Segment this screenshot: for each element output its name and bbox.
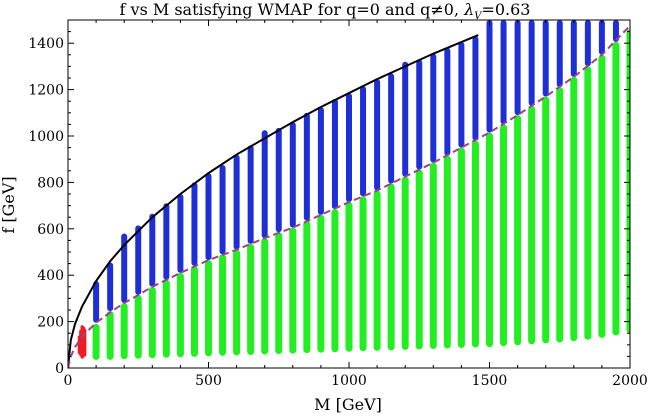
blue-band-mark-850 <box>303 112 310 221</box>
y-tick-label-1200: 1200 <box>28 83 64 99</box>
blue-band-mark-1600 <box>514 20 521 116</box>
blue-band-mark-450 <box>191 182 198 266</box>
green-band-mark-750 <box>275 232 283 355</box>
blue-band-mark-1550 <box>500 20 507 125</box>
blue-band-mark-800 <box>289 122 296 228</box>
green-band-mark-700 <box>261 238 269 355</box>
x-tick-label-1000: 1000 <box>331 373 367 389</box>
upper-boundary-curve <box>68 34 479 368</box>
y-tick-label-0: 0 <box>55 361 64 377</box>
blue-band-mark-1850 <box>584 20 591 67</box>
green-band-mark-1150 <box>387 183 395 351</box>
green-band-mark-100 <box>92 323 100 360</box>
green-band-mark-1700 <box>542 96 550 344</box>
green-band-mark-1750 <box>556 87 564 343</box>
blue-band-mark-1200 <box>402 61 409 177</box>
blue-band-mark-1050 <box>360 86 367 197</box>
blue-band-mark-1650 <box>528 20 535 106</box>
green-band-mark-1400 <box>457 147 465 349</box>
green-band-mark-1000 <box>345 202 353 352</box>
y-tick-label-1000: 1000 <box>28 129 64 145</box>
y-tick-label-600: 600 <box>37 222 64 238</box>
green-band-mark-650 <box>247 243 255 356</box>
green-band-mark-450 <box>190 265 198 357</box>
green-band-mark-300 <box>148 286 156 359</box>
blue-band-mark-200 <box>121 233 128 304</box>
blue-band-mark-1250 <box>416 59 423 170</box>
green-band-mark-500 <box>205 260 212 357</box>
blue-band-mark-1100 <box>374 79 381 191</box>
blue-band-mark-1000 <box>346 93 352 203</box>
blue-band-mark-600 <box>233 154 240 250</box>
green-band-mark-950 <box>331 209 339 353</box>
green-band-mark-1350 <box>443 155 451 349</box>
blue-band-mark-1900 <box>598 20 605 55</box>
green-band-mark-250 <box>134 294 142 359</box>
blue-band-mark-550 <box>219 165 226 255</box>
y-tick-label-400: 400 <box>37 268 64 284</box>
green-band-mark-800 <box>289 227 297 354</box>
x-tick-label-0: 0 <box>64 373 73 389</box>
green-band-mark-2000 <box>626 29 630 334</box>
blue-band-mark-1800 <box>570 20 577 77</box>
green-band-mark-900 <box>317 214 325 353</box>
plot-area: 0 500 1000 1500 2000 0 200 400 600 800 1000 1200 140… <box>28 19 648 389</box>
y-tick-label-200: 200 <box>37 315 64 331</box>
green-band-mark-850 <box>303 220 311 354</box>
blue-band-mark-900 <box>317 107 324 215</box>
green-band-mark-1900 <box>598 54 606 338</box>
green-band-mark-150 <box>106 311 114 360</box>
green-band-mark-1250 <box>415 169 423 350</box>
green-band-mark-1100 <box>373 190 381 351</box>
green-band-mark-1850 <box>584 66 592 340</box>
green-band-mark-600 <box>233 249 241 356</box>
blue-band-mark-1400 <box>458 42 465 148</box>
green-band-mark-1800 <box>570 76 578 342</box>
blue-band-mark-1450 <box>472 36 479 141</box>
green-band-mark-550 <box>219 254 227 356</box>
green-band-mark-1650 <box>528 105 536 345</box>
blue-band-mark-700 <box>261 130 268 239</box>
blue-band-mark-950 <box>331 98 338 210</box>
x-axis-label: M [GeV] <box>314 395 382 414</box>
blue-band-mark-300 <box>149 213 156 287</box>
green-band-mark-1450 <box>471 140 479 348</box>
green-band-mark-1500 <box>486 132 493 348</box>
x-tick-label-1500: 1500 <box>472 373 508 389</box>
blue-band-mark-650 <box>247 145 254 244</box>
green-band-mark-1050 <box>359 196 367 352</box>
blue-band-mark-500 <box>205 173 212 261</box>
green-band-mark-200 <box>120 303 128 360</box>
green-band-mark-1300 <box>429 162 437 349</box>
blue-band-mark-100 <box>93 281 100 323</box>
blue-band-mark-1150 <box>388 73 395 184</box>
blue-band-mark-1500 <box>486 20 493 133</box>
blue-band-mark-150 <box>107 262 114 312</box>
green-band-mark-1200 <box>401 176 409 350</box>
y-tick-label-1400: 1400 <box>28 36 64 52</box>
green-band-mark-350 <box>162 279 170 358</box>
blue-band-mark-1950 <box>612 20 619 43</box>
green-band-mark-1600 <box>514 115 522 346</box>
blue-band-mark-250 <box>135 225 142 295</box>
blue-band-mark-1750 <box>556 20 563 88</box>
chart-title: f vs M satisfying WMAP for q=0 and q≠0, λ… <box>120 0 531 22</box>
blue-band-mark-750 <box>275 127 282 233</box>
blue-band-mark-1300 <box>430 53 437 163</box>
y-axis-label: f [GeV] <box>0 176 18 233</box>
blue-band-mark-350 <box>163 203 170 280</box>
blue-band-mark-1700 <box>542 20 549 97</box>
x-tick-label-2000: 2000 <box>612 373 648 389</box>
y-tick-label-800: 800 <box>37 175 64 191</box>
green-band-mark-1950 <box>612 42 620 336</box>
green-band-mark-1550 <box>500 124 508 347</box>
green-band-mark-400 <box>176 272 184 358</box>
x-tick-label-500: 500 <box>195 373 222 389</box>
blue-band-mark-400 <box>177 194 184 273</box>
blue-band-mark-1350 <box>444 47 451 156</box>
data-marks <box>68 20 630 368</box>
